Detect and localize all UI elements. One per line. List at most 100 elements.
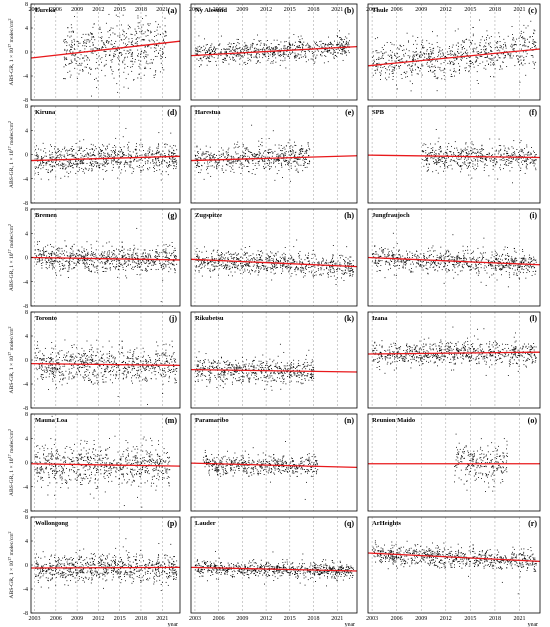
data-point xyxy=(226,49,228,51)
data-point xyxy=(242,145,244,147)
data-point xyxy=(451,46,453,48)
data-point xyxy=(118,53,120,54)
data-point xyxy=(477,160,479,162)
data-point xyxy=(167,245,169,247)
data-point xyxy=(260,157,262,159)
data-point xyxy=(61,163,63,165)
data-point xyxy=(419,55,421,57)
data-point xyxy=(508,148,510,150)
data-point xyxy=(43,165,45,167)
data-point xyxy=(58,150,60,151)
data-point xyxy=(68,50,70,52)
data-point xyxy=(458,154,460,156)
data-point xyxy=(75,152,77,154)
panel-frame xyxy=(190,3,358,101)
data-point xyxy=(490,61,492,63)
data-point xyxy=(211,51,213,52)
data-point xyxy=(521,36,522,38)
data-point xyxy=(403,45,405,47)
data-point xyxy=(154,168,155,170)
data-point xyxy=(59,261,61,263)
data-point xyxy=(37,160,39,162)
data-point xyxy=(273,54,275,56)
data-point xyxy=(529,162,531,164)
data-point xyxy=(265,166,267,168)
data-point xyxy=(430,53,432,55)
data-point xyxy=(127,24,129,26)
data-point xyxy=(249,151,251,153)
data-point xyxy=(53,252,55,254)
data-point xyxy=(256,57,258,59)
trend-line xyxy=(367,48,541,67)
data-point xyxy=(197,256,199,258)
data-point xyxy=(415,51,417,53)
data-point xyxy=(218,151,220,152)
data-point xyxy=(90,244,92,246)
data-point xyxy=(138,262,139,264)
data-point xyxy=(116,25,118,27)
data-point xyxy=(47,244,49,246)
data-point xyxy=(226,56,228,58)
data-point xyxy=(308,45,310,47)
data-point xyxy=(483,49,485,51)
data-point xyxy=(108,55,110,56)
data-point xyxy=(302,148,304,150)
data-point xyxy=(526,144,528,146)
data-point xyxy=(120,39,122,41)
data-point xyxy=(156,44,158,46)
data-point xyxy=(131,70,133,72)
data-point xyxy=(309,45,311,47)
data-point xyxy=(235,146,237,148)
data-point xyxy=(271,61,273,63)
data-point xyxy=(442,163,444,165)
data-point xyxy=(249,47,251,49)
data-point xyxy=(320,269,322,271)
data-point xyxy=(302,44,304,46)
data-point xyxy=(162,160,164,162)
data-point xyxy=(289,53,291,55)
data-point xyxy=(58,247,60,249)
data-point xyxy=(285,153,287,155)
panel-label: (c) xyxy=(528,6,537,15)
data-point xyxy=(165,162,167,164)
data-point xyxy=(89,159,91,160)
data-point xyxy=(135,38,137,40)
data-point xyxy=(530,152,532,154)
data-point xyxy=(324,50,326,52)
data-point xyxy=(152,40,154,42)
data-point xyxy=(96,269,98,271)
data-point xyxy=(301,145,303,147)
data-point xyxy=(296,55,298,57)
data-point xyxy=(136,254,138,256)
data-point xyxy=(380,65,382,67)
data-point xyxy=(127,44,129,46)
data-point xyxy=(222,153,224,155)
data-point xyxy=(81,37,83,38)
data-point xyxy=(417,53,419,55)
data-point xyxy=(199,148,201,150)
data-point xyxy=(245,265,247,267)
data-point xyxy=(170,152,172,154)
data-point xyxy=(422,47,424,49)
data-point xyxy=(270,162,272,164)
data-point xyxy=(111,151,113,153)
data-point xyxy=(482,61,484,63)
data-point xyxy=(147,154,149,156)
data-point xyxy=(101,47,103,49)
data-point xyxy=(327,51,329,53)
data-point xyxy=(118,268,120,270)
data-point xyxy=(306,150,308,152)
data-point xyxy=(258,164,260,166)
data-point xyxy=(454,52,456,54)
data-point xyxy=(70,59,72,61)
data-point xyxy=(422,151,424,153)
data-point xyxy=(49,264,51,266)
data-point xyxy=(301,44,303,46)
data-point xyxy=(263,47,265,49)
data-point xyxy=(308,147,310,149)
data-point xyxy=(398,56,400,58)
data-point xyxy=(154,36,156,37)
data-point xyxy=(217,158,219,160)
data-point xyxy=(278,158,280,160)
data-point xyxy=(67,261,69,263)
